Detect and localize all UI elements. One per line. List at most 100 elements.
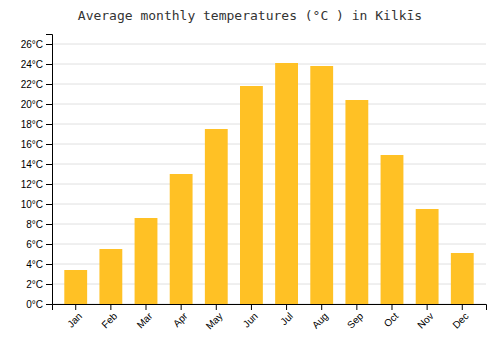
y-axis-line [46,35,53,305]
x-tick-mark [216,304,217,310]
x-tick-label: Aug [310,310,330,330]
grid-line [52,144,486,145]
y-tick: 2°C [26,279,52,290]
x-tick: Jun [241,304,260,330]
x-tick-label: Feb [99,310,119,330]
x-tick-label: Oct [382,310,401,329]
x-axis: Jan Feb Mar Apr May Jun Jul Aug Sep Oct Nov Dec [53,304,487,332]
grid-line [52,124,486,125]
y-tick-mark [46,124,52,125]
x-tick-mark [75,304,76,310]
x-tick-mark [146,304,147,310]
bar [451,253,474,304]
bar [345,100,368,304]
y-tick: 8°C [26,219,52,230]
y-axis: 0°C 2°C 4°C 6°C 8°C 10°C 12°C 14°C 16°C 18°C 20°C 2… [21,35,53,310]
y-tick-label: 14°C [21,159,43,170]
y-tick: 4°C [26,259,52,270]
y-tick: 26°C [21,39,52,50]
bar [416,209,439,304]
x-axis-line [53,305,487,311]
x-tick: Apr [171,304,190,329]
x-tick-label: Mar [135,310,155,330]
y-tick: 22°C [21,79,52,90]
x-tick: Aug [310,304,330,331]
x-tick: Nov [415,304,435,331]
y-tick-label: 16°C [21,139,43,150]
y-tick-mark [46,244,52,245]
y-tick: 10°C [21,199,52,210]
grid-line [52,64,486,65]
y-tick-mark [46,204,52,205]
x-tick-label: Jul [278,310,295,327]
y-tick-mark [46,224,52,225]
x-tick-label: Apr [171,310,190,329]
bar [99,249,122,304]
title: Average monthly temperatures (°C ) in Ki… [78,8,422,23]
grid-line [52,44,486,45]
y-tick: 18°C [21,119,52,130]
grid-line [52,164,486,165]
y-tick-mark [46,104,52,105]
bars [64,63,473,304]
x-tick: Mar [135,304,155,330]
y-tick-label: 8°C [26,219,43,230]
y-tick: 14°C [21,159,52,170]
y-tick-label: 0°C [26,299,43,310]
x-tick-label: May [204,310,225,331]
x-tick: Jan [65,304,84,330]
y-tick-label: 24°C [21,59,43,70]
chart: 0°C 2°C 4°C 6°C 8°C 10°C 12°C 14°C 16°C 18°C 20°C 2… [0,0,500,350]
y-tick-label: 6°C [26,239,43,250]
y-tick-mark [46,184,52,185]
y-tick-label: 2°C [26,279,43,290]
y-tick-label: 22°C [21,79,43,90]
y-tick-label: 12°C [21,179,43,190]
bar [240,86,263,304]
y-tick-label: 26°C [21,39,43,50]
bar [381,155,404,304]
x-tick-mark [251,304,252,310]
x-tick-label: Nov [415,310,435,330]
x-tick-mark [181,304,182,310]
y-tick: 16°C [21,139,52,150]
y-tick-mark [46,164,52,165]
x-tick-mark [391,304,392,310]
x-tick-mark [286,304,287,310]
x-tick-label: Sep [345,310,366,331]
y-tick-mark [46,44,52,45]
y-tick-label: 20°C [21,99,43,110]
y-tick-mark [46,144,52,145]
y-tick-mark [46,264,52,265]
x-tick: May [204,304,225,332]
bar [310,66,333,304]
x-tick: Sep [345,304,366,331]
grid-line [52,104,486,105]
bar [135,218,158,304]
x-tick-label: Jun [241,310,260,329]
bar [275,63,298,304]
y-tick: 24°C [21,59,52,70]
x-tick-mark [321,304,322,310]
grid-line [52,184,486,185]
grid-line [52,84,486,85]
bar [170,174,193,304]
y-tick-mark [46,304,52,305]
x-tick: Oct [382,304,401,329]
x-tick-mark [356,304,357,310]
x-tick-mark [110,304,111,310]
plot: 0°C 2°C 4°C 6°C 8°C 10°C 12°C 14°C 16°C 18°C 20°C 2… [21,35,487,332]
y-tick: 12°C [21,179,52,190]
y-tick-mark [46,64,52,65]
y-tick: 0°C [26,299,52,310]
grid [52,44,486,304]
x-tick: Dec [450,304,470,331]
y-tick-label: 18°C [21,119,43,130]
grid-line [52,204,486,205]
y-tick-mark [46,284,52,285]
x-tick: Jul [278,304,295,327]
x-tick-label: Jan [65,310,84,329]
y-tick-label: 10°C [21,199,43,210]
x-tick: Feb [99,304,119,330]
bar [64,270,87,304]
